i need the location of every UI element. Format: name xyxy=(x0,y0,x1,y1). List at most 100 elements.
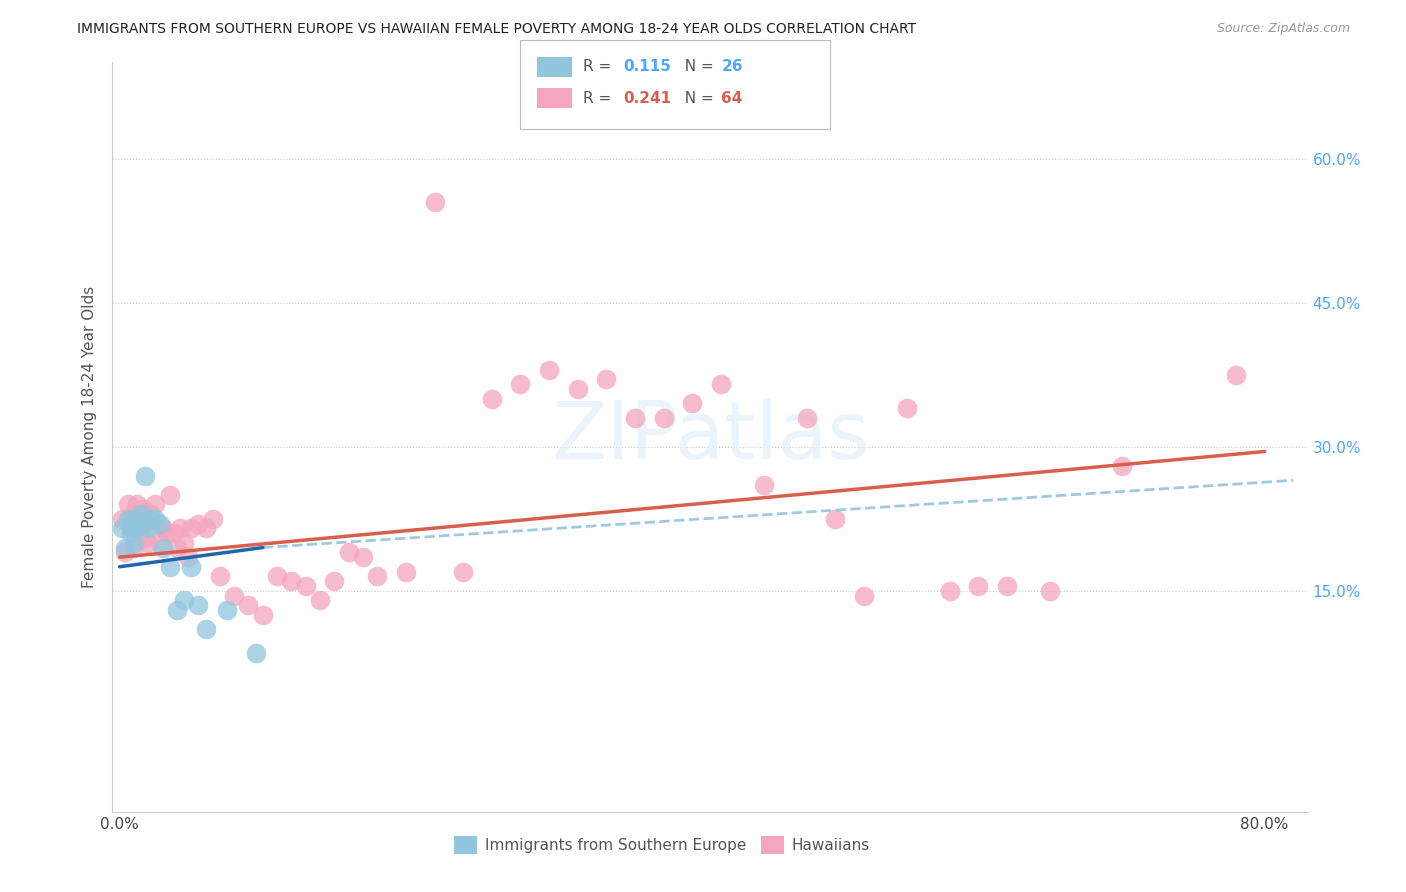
Point xyxy=(139,507,162,521)
Point xyxy=(166,603,188,617)
Point xyxy=(624,410,647,425)
Point xyxy=(125,497,148,511)
Text: ZIPatlas: ZIPatlas xyxy=(551,398,869,476)
Point xyxy=(194,622,217,636)
Point xyxy=(121,521,143,535)
Point xyxy=(509,377,531,392)
Point xyxy=(967,579,990,593)
Text: 0.241: 0.241 xyxy=(623,91,671,105)
Point xyxy=(395,565,418,579)
Point xyxy=(124,516,146,531)
Point xyxy=(252,607,274,622)
Point xyxy=(117,512,139,526)
Point xyxy=(309,593,332,607)
Point xyxy=(121,507,143,521)
Point xyxy=(159,488,181,502)
Point xyxy=(451,565,474,579)
Point xyxy=(124,521,146,535)
Point xyxy=(132,516,155,531)
Point xyxy=(567,382,589,396)
Point xyxy=(149,535,172,549)
Point xyxy=(366,569,388,583)
Point xyxy=(796,410,818,425)
Point xyxy=(169,521,191,535)
Point xyxy=(201,512,224,526)
Point xyxy=(134,531,156,545)
Text: N =: N = xyxy=(675,91,718,105)
Point xyxy=(194,521,217,535)
Point xyxy=(136,521,159,535)
Point xyxy=(995,579,1018,593)
Point xyxy=(710,377,733,392)
Point xyxy=(896,401,918,416)
Point xyxy=(245,646,267,660)
Point xyxy=(129,507,152,521)
Point xyxy=(111,512,134,526)
Point xyxy=(173,593,195,607)
Point xyxy=(337,545,360,559)
Y-axis label: Female Poverty Among 18-24 Year Olds: Female Poverty Among 18-24 Year Olds xyxy=(82,286,97,588)
Point xyxy=(939,583,962,598)
Text: Source: ZipAtlas.com: Source: ZipAtlas.com xyxy=(1216,22,1350,36)
Point xyxy=(238,598,260,612)
Point xyxy=(118,516,141,531)
Point xyxy=(131,502,153,516)
Point xyxy=(117,497,139,511)
Point xyxy=(120,521,142,535)
Text: N =: N = xyxy=(675,60,718,74)
Text: 0.115: 0.115 xyxy=(623,60,671,74)
Point xyxy=(177,550,200,565)
Point xyxy=(139,512,162,526)
Text: R =: R = xyxy=(583,60,617,74)
Text: IMMIGRANTS FROM SOUTHERN EUROPE VS HAWAIIAN FEMALE POVERTY AMONG 18-24 YEAR OLDS: IMMIGRANTS FROM SOUTHERN EUROPE VS HAWAI… xyxy=(77,22,917,37)
Point xyxy=(114,541,136,555)
Point xyxy=(180,559,202,574)
Point xyxy=(152,541,174,555)
Point xyxy=(180,521,202,535)
Point xyxy=(1111,458,1133,473)
Point xyxy=(752,478,775,492)
Point xyxy=(114,545,136,559)
Point xyxy=(1039,583,1062,598)
Point xyxy=(156,526,179,541)
Point xyxy=(127,507,149,521)
Point xyxy=(163,526,186,541)
Point xyxy=(323,574,346,589)
Point xyxy=(159,559,181,574)
Point xyxy=(118,516,141,531)
Point xyxy=(166,541,188,555)
Point xyxy=(120,526,142,541)
Point xyxy=(122,541,145,555)
Point xyxy=(595,372,617,386)
Point xyxy=(280,574,302,589)
Point xyxy=(215,603,238,617)
Point xyxy=(1225,368,1247,382)
Point xyxy=(208,569,231,583)
Point xyxy=(187,598,209,612)
Point xyxy=(173,535,195,549)
Point xyxy=(125,512,148,526)
Point xyxy=(481,392,503,406)
Point xyxy=(152,521,174,535)
Point xyxy=(352,550,374,565)
Text: 64: 64 xyxy=(721,91,742,105)
Point xyxy=(145,512,167,526)
Point xyxy=(129,521,152,535)
Text: R =: R = xyxy=(583,91,617,105)
Point xyxy=(423,194,446,209)
Point xyxy=(111,521,134,535)
Point xyxy=(149,516,172,531)
Point xyxy=(294,579,316,593)
Point xyxy=(681,396,703,410)
Point xyxy=(852,589,875,603)
Point xyxy=(127,516,149,531)
Point xyxy=(187,516,209,531)
Point xyxy=(537,363,560,377)
Point xyxy=(122,535,145,549)
Legend: Immigrants from Southern Europe, Hawaiians: Immigrants from Southern Europe, Hawaiia… xyxy=(449,830,876,860)
Point xyxy=(824,512,846,526)
Point xyxy=(145,497,167,511)
Point xyxy=(652,410,675,425)
Point xyxy=(224,589,246,603)
Point xyxy=(134,468,156,483)
